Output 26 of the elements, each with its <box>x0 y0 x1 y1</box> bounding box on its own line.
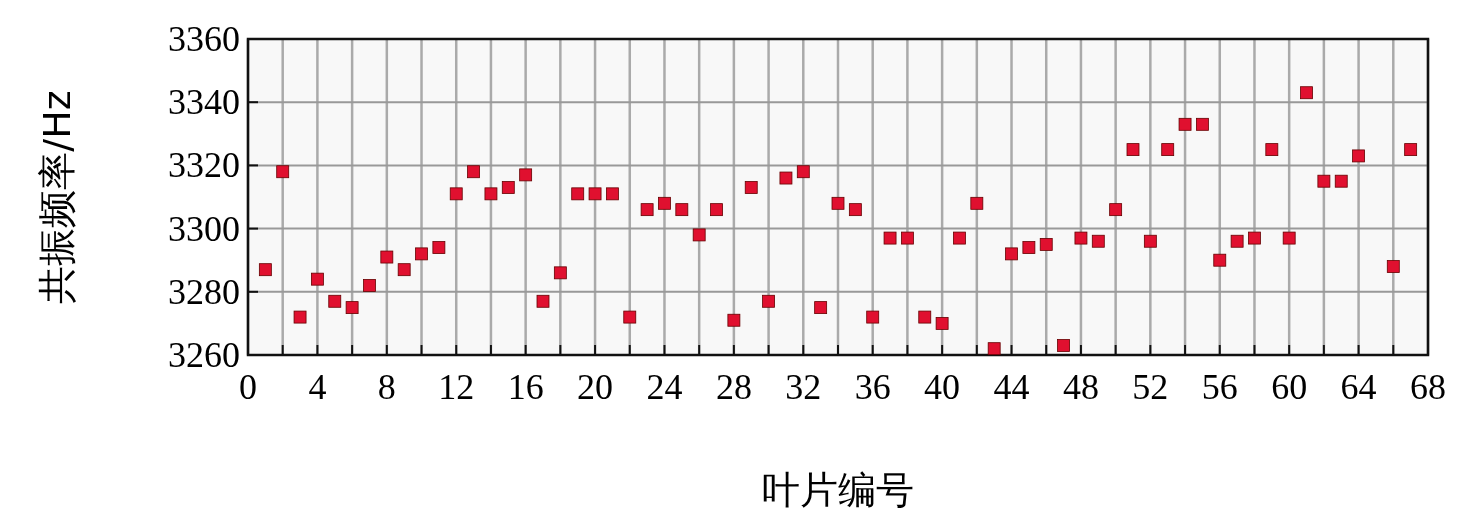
y-tick-label: 3320 <box>168 145 240 186</box>
x-tick-label: 64 <box>1340 367 1377 407</box>
x-tick-label: 36 <box>854 367 891 407</box>
y-tick-label: 3260 <box>168 335 240 375</box>
x-tick-label: 28 <box>715 367 752 407</box>
x-tick-label: 60 <box>1271 367 1308 407</box>
x-tick-label: 56 <box>1201 367 1238 407</box>
x-tick-label: 0 <box>239 367 257 407</box>
x-tick-label: 68 <box>1410 367 1446 407</box>
x-tick-label: 44 <box>993 367 1030 407</box>
x-tick-label: 16 <box>507 367 544 407</box>
y-tick-label: 3360 <box>168 19 240 59</box>
y-axis-title: 共振频率/Hz <box>35 90 79 304</box>
x-axis-title: 叶片编号 <box>762 468 914 512</box>
y-tick-label: 3340 <box>168 82 240 123</box>
x-tick-label: 4 <box>308 367 327 407</box>
x-tick-label: 48 <box>1062 367 1099 407</box>
x-tick-label: 40 <box>924 367 961 407</box>
x-tick-label: 32 <box>785 367 822 407</box>
x-tick-label: 20 <box>577 367 614 407</box>
x-tick-label: 8 <box>377 367 396 407</box>
y-tick-label: 3300 <box>168 208 240 249</box>
x-tick-label: 52 <box>1132 367 1169 407</box>
y-tick-label: 3280 <box>168 271 240 312</box>
x-tick-label: 12 <box>438 367 475 407</box>
x-tick-label: 24 <box>646 367 683 407</box>
